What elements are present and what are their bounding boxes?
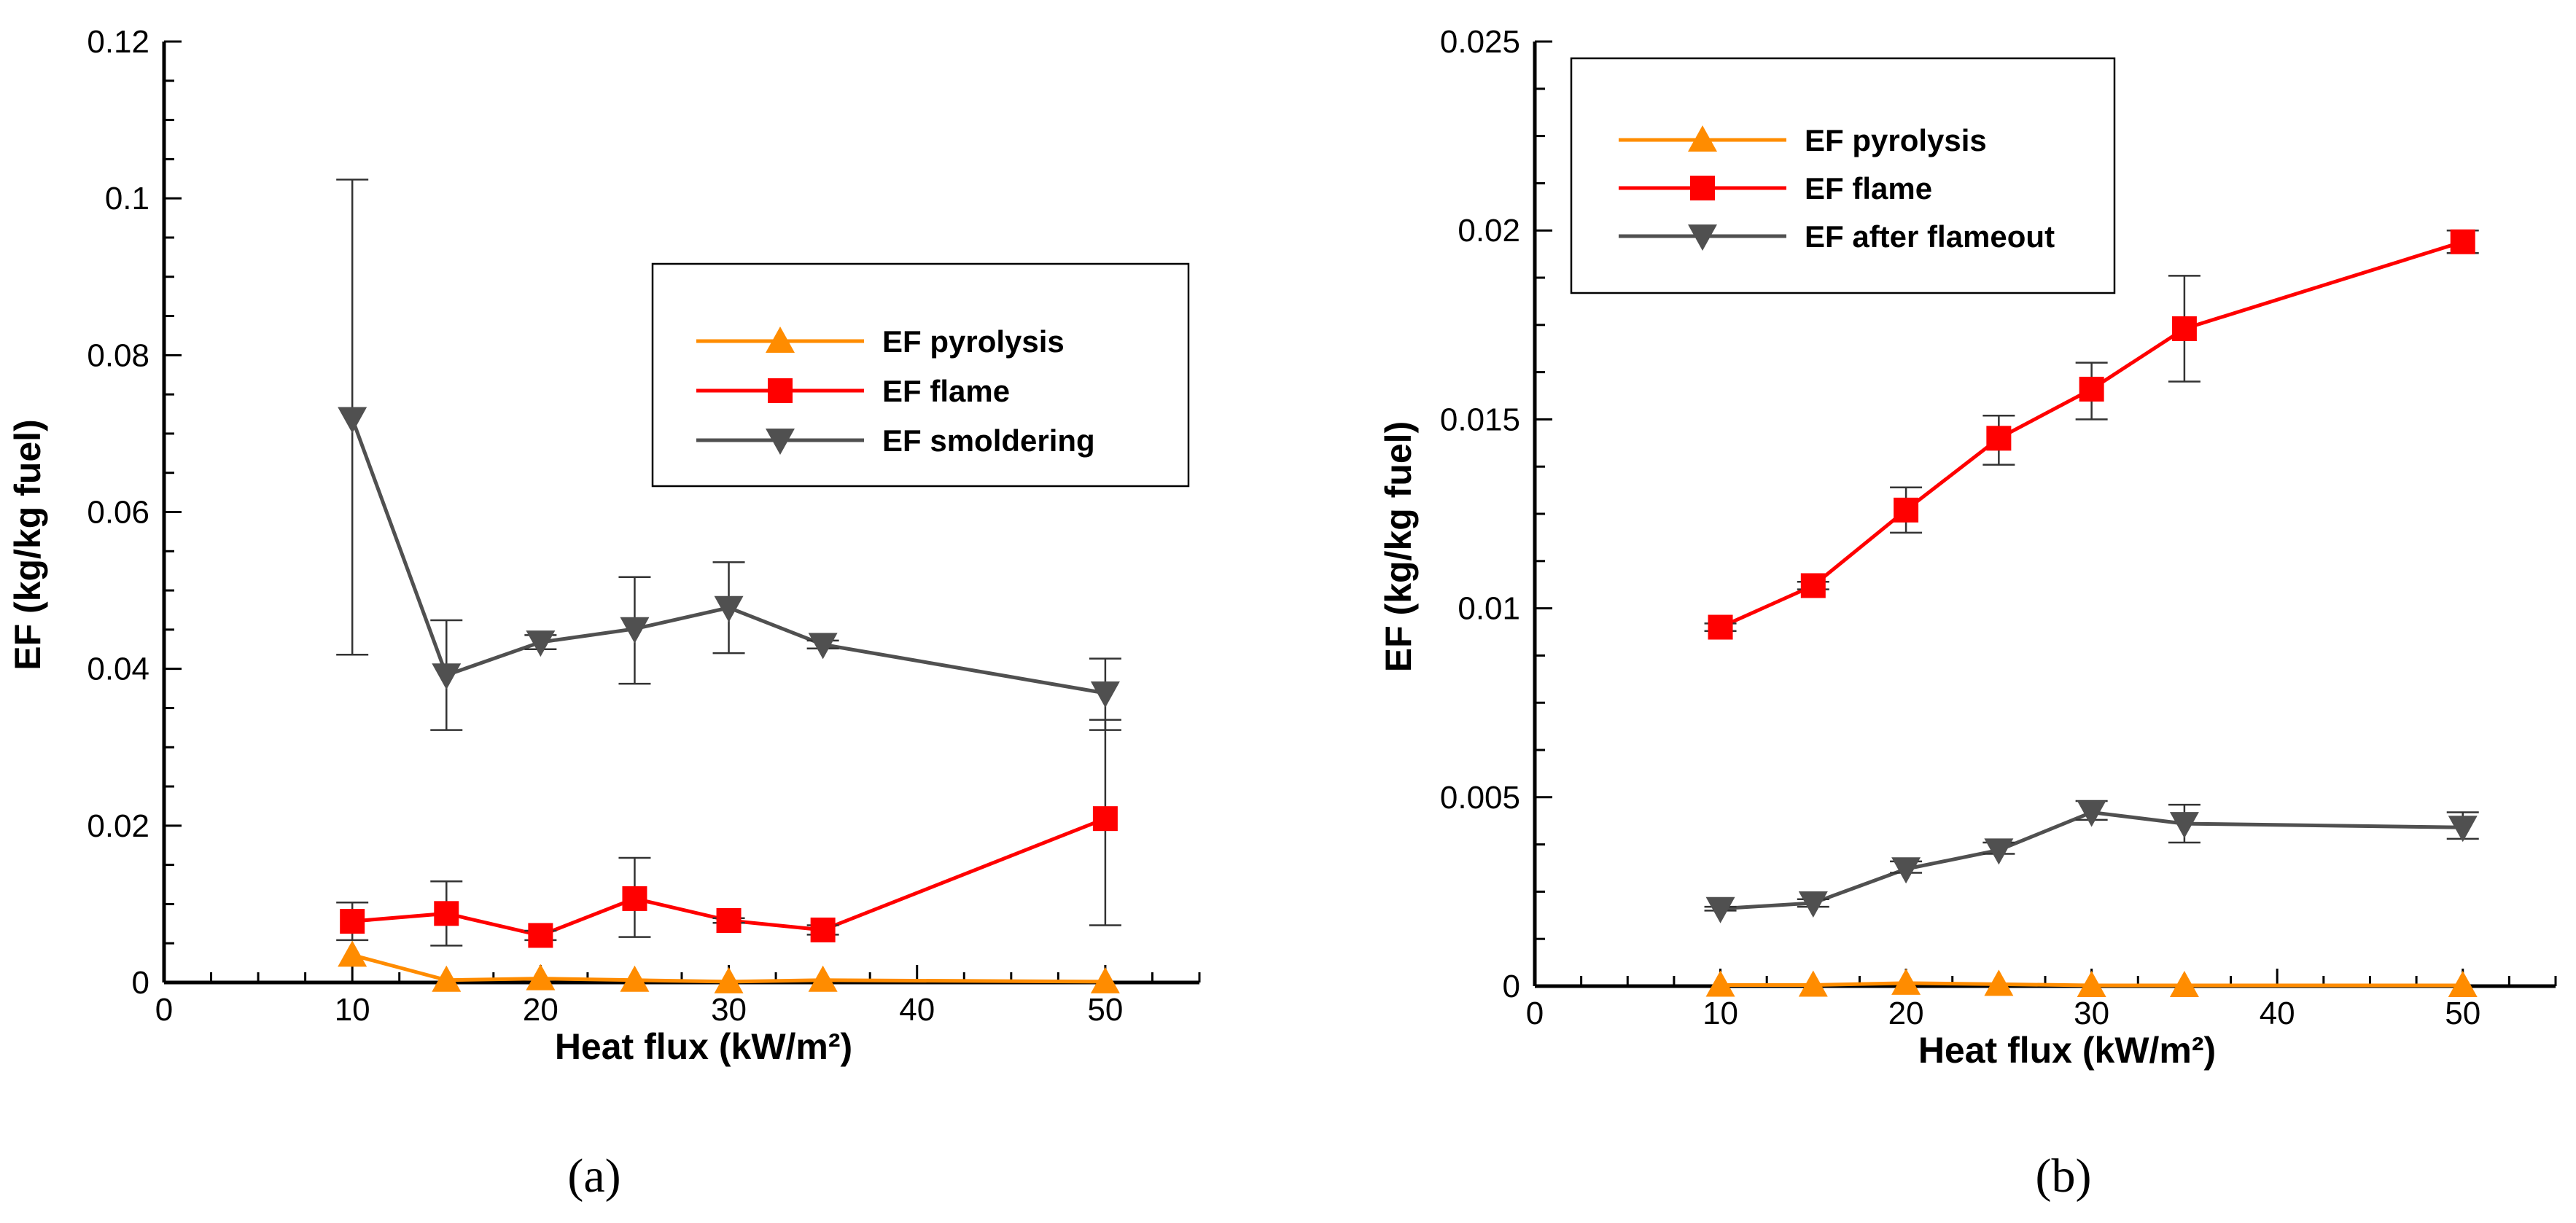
legend-marker <box>768 378 793 403</box>
data-point <box>1090 681 1120 708</box>
y-tick-label: 0 <box>1503 969 1520 1004</box>
legend-label: EF after flameout <box>1805 219 2055 254</box>
data-point <box>528 923 553 948</box>
data-point <box>810 917 836 942</box>
y-tick-label: 0.02 <box>87 808 149 844</box>
data-point <box>1705 970 1735 997</box>
x-tick-label: 50 <box>2445 996 2480 1031</box>
data-point <box>2079 376 2104 402</box>
x-tick-label: 20 <box>523 992 559 1028</box>
legend-marker <box>766 327 795 353</box>
series-3 <box>336 179 1121 731</box>
data-point <box>1800 573 1826 598</box>
x-tick-label: 10 <box>335 992 370 1028</box>
legend: EF pyrolysis EF flame EF smoldering <box>651 262 1190 488</box>
y-axis-title: EF (kg/kg fuel) <box>1378 421 1419 672</box>
y-tick-label: 0 <box>132 965 149 1001</box>
data-point <box>716 908 742 934</box>
legend-label: EF flame <box>1805 171 1932 206</box>
series-line <box>1719 240 2464 629</box>
x-axis-title: Heat flux (kW/m²) <box>555 1026 852 1067</box>
data-point <box>1798 891 1828 918</box>
data-point <box>1798 970 1828 997</box>
x-tick-label: 30 <box>711 992 747 1028</box>
chart-panel-b: 0 10 20 30 40 50 0 0.005 0.01 0.015 0.02 0.025 Heat … <box>1378 24 2557 1203</box>
data-point <box>714 966 744 993</box>
series-1 <box>1705 968 2478 997</box>
panel-label: (a) <box>567 1149 620 1203</box>
data-point <box>622 886 647 911</box>
legend-label: EF pyrolysis <box>1805 123 1987 157</box>
data-point <box>2077 800 2106 827</box>
legend-marker <box>1688 224 1717 251</box>
y-tick-label: 0.015 <box>1440 402 1520 437</box>
data-point <box>1092 806 1118 832</box>
data-point <box>2450 229 2475 254</box>
data-point <box>2448 816 2478 843</box>
data-point <box>2169 970 2199 997</box>
data-point <box>1984 969 2014 996</box>
y-tick-label: 0.04 <box>87 652 149 687</box>
data-point <box>526 630 556 657</box>
data-point <box>338 940 367 967</box>
y-tick-label: 0.08 <box>87 337 149 373</box>
data-point <box>1984 838 2014 865</box>
y-axis-title: EF (kg/kg fuel) <box>7 419 48 670</box>
data-point <box>1090 966 1120 993</box>
legend: EF pyrolysis EF flame EF after flameout <box>1570 57 2116 294</box>
y-tick-label: 0.025 <box>1440 24 1520 60</box>
data-point <box>1891 968 1921 995</box>
data-point <box>2169 812 2199 839</box>
y-tick-label: 0.12 <box>87 24 149 60</box>
legend-marker <box>766 429 795 455</box>
data-point <box>1986 426 2012 451</box>
x-tick-label: 50 <box>1087 992 1123 1028</box>
data-point <box>620 617 650 644</box>
data-point <box>714 595 744 622</box>
data-point <box>432 965 462 992</box>
y-tick-label: 0.06 <box>87 495 149 531</box>
data-point <box>526 964 556 990</box>
data-point <box>1894 497 1919 523</box>
data-point <box>338 407 367 434</box>
data-point <box>808 965 838 992</box>
data-point <box>2171 316 2197 341</box>
series-3 <box>1704 800 2479 923</box>
data-point <box>2448 970 2478 997</box>
x-tick-label: 20 <box>1888 996 1924 1031</box>
legend-box <box>651 262 1190 488</box>
data-point <box>434 901 459 926</box>
x-tick-label: 40 <box>2260 996 2295 1031</box>
y-tick-label: 0.005 <box>1440 780 1520 816</box>
data-point <box>1705 896 1735 923</box>
x-axis-title: Heat flux (kW/m²) <box>1918 1030 2216 1071</box>
x-tick-label: 40 <box>899 992 935 1028</box>
series-2 <box>336 719 1121 948</box>
x-tick-label: 30 <box>2074 996 2109 1031</box>
legend-box <box>1570 57 2116 294</box>
legend-label: EF smoldering <box>882 423 1095 458</box>
data-point <box>432 663 462 690</box>
legend-marker <box>1690 176 1715 200</box>
data-point <box>1891 857 1921 884</box>
x-tick-label: 0 <box>1526 996 1544 1031</box>
data-point <box>620 965 650 992</box>
chart-panel-a: 0 10 20 30 40 50 0 0.02 0.04 0.06 0.08 0.1 0.12 Heat … <box>7 24 1201 1203</box>
data-point <box>808 633 838 660</box>
data-point <box>2077 970 2106 997</box>
y-tick-label: 0.01 <box>1458 591 1520 627</box>
x-tick-label: 10 <box>1703 996 1738 1031</box>
data-point <box>1708 614 1733 640</box>
legend-marker <box>1688 125 1717 152</box>
series-2 <box>1704 229 2479 640</box>
panel-label: (b) <box>2036 1149 2092 1203</box>
y-tick-label: 0.1 <box>105 181 149 216</box>
x-tick-label: 0 <box>155 992 173 1028</box>
data-point <box>340 909 365 934</box>
series-1 <box>338 940 1120 993</box>
y-tick-label: 0.02 <box>1458 213 1520 249</box>
legend-label: EF pyrolysis <box>882 324 1065 359</box>
legend-label: EF flame <box>882 374 1010 408</box>
